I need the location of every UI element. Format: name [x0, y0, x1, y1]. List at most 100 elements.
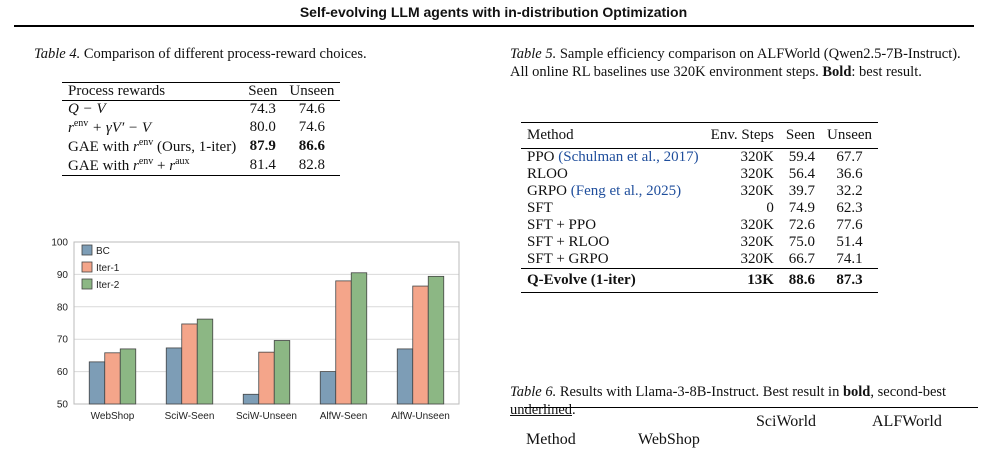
- table5-unseen: 87.3: [821, 268, 879, 293]
- x-tick-label: SciW-Unseen: [236, 411, 297, 422]
- bar-iter-2: [273, 340, 291, 405]
- legend-swatch: [81, 244, 93, 256]
- citation-link[interactable]: (Schulman et al., 2017): [558, 149, 699, 165]
- table-row: PPO (Schulman et al., 2017) 320K 59.4 67.7: [521, 148, 879, 166]
- y-tick-label: 70: [57, 335, 69, 346]
- table5-unseen: 62.3: [836, 200, 863, 216]
- table5-steps: 320K: [740, 234, 774, 250]
- table5-seen: 56.4: [788, 166, 816, 182]
- bar-iter-1: [104, 352, 121, 405]
- table5-method: Q-Evolve (1-iter): [521, 268, 705, 293]
- x-tick-label: SciW-Seen: [165, 411, 215, 422]
- table4-col-unseen: Unseen: [283, 82, 341, 101]
- legend-label: BC: [96, 246, 110, 257]
- table4-seen: 74.3: [242, 100, 284, 118]
- table4-caption-text: Comparison of different process-reward c…: [80, 46, 367, 62]
- y-tick-label: 60: [57, 367, 69, 378]
- table5-steps: 320K: [740, 166, 774, 182]
- page-title: Self-evolving LLM agents with in-distrib…: [299, 4, 688, 20]
- page-header: Self-evolving LLM agents with in-distrib…: [0, 4, 987, 20]
- table6-col-alfworld: ALFWorld: [872, 413, 942, 430]
- table4-header-row: Process rewards Seen Unseen: [62, 82, 341, 101]
- table6-top-rule: [524, 407, 978, 408]
- table4-col-seen: Seen: [242, 82, 284, 101]
- table-row: SFT + GRPO 320K 66.7 74.1: [521, 251, 878, 269]
- x-tick-label: WebShop: [91, 411, 135, 422]
- table4-unseen: 74.6: [298, 119, 325, 135]
- table5-unseen: 32.2: [836, 183, 863, 199]
- table6-col-webshop: WebShop: [638, 431, 700, 448]
- table-row: GAE with renv (Ours, 1-iter) 87.9 86.6: [62, 137, 340, 156]
- bar-iter-1: [412, 285, 429, 405]
- bar-bc: [242, 393, 260, 405]
- table4-seen: 80.0: [249, 119, 276, 135]
- table6-caption-end: .: [572, 402, 576, 418]
- table6-col-sciworld: SciWorld: [756, 413, 817, 430]
- table5-steps: 0: [766, 200, 774, 216]
- table5-steps: 320K: [740, 183, 774, 199]
- table5-method-name: PPO: [527, 149, 555, 165]
- table5-method: PPO (Schulman et al., 2017): [521, 148, 705, 166]
- table4-method-prefix: GAE with: [68, 139, 133, 155]
- legend-swatch: [81, 278, 93, 290]
- table5-body: PPO (Schulman et al., 2017) 320K 59.4 67.7 R…: [521, 148, 879, 269]
- table6-caption-text: Results with Llama-3-8B-Instruct. Best r…: [556, 384, 843, 400]
- y-tick-label: 90: [57, 270, 69, 281]
- table5-unseen: 74.1: [836, 251, 863, 267]
- bar-bc: [396, 348, 414, 405]
- bar-bc: [88, 361, 106, 405]
- table5-method: SFT + PPO: [521, 217, 705, 234]
- table-row: SFT + RLOO 320K 75.0 51.4: [521, 234, 878, 251]
- table4-col-method: Process rewards: [62, 82, 243, 101]
- table4-seen: 87.9: [249, 138, 276, 154]
- table4-method: Q − V: [62, 100, 243, 118]
- bar-iter-2: [427, 275, 445, 405]
- table6-caption-label: Table 6.: [510, 384, 557, 400]
- table5-caption-bold: Bold: [822, 64, 852, 80]
- table-row: GAE with renv + raux 81.4 82.8: [62, 156, 341, 176]
- bar-iter-1: [181, 323, 198, 405]
- table5-col-steps: Env. Steps: [704, 122, 780, 149]
- table-row: GRPO (Feng et al., 2025) 320K 39.7 32.2: [521, 183, 878, 200]
- table4-method: GAE with renv (Ours, 1-iter): [68, 137, 237, 155]
- table5-unseen: 77.6: [836, 217, 863, 233]
- y-tick-label: 80: [57, 302, 69, 313]
- table5-seen: 39.7: [788, 183, 816, 199]
- table5-unseen: 51.4: [836, 234, 863, 250]
- table5-seen: 59.4: [779, 148, 822, 166]
- table4: Process rewards Seen Unseen Q − V 74.3 7…: [62, 82, 341, 176]
- table-row: RLOO 320K 56.4 36.6: [521, 166, 878, 183]
- table4-caption-label: Table 4.: [34, 46, 81, 62]
- table5-method-name: SFT + PPO: [527, 217, 597, 233]
- citation-link[interactable]: (Feng et al., 2025): [570, 183, 682, 199]
- y-tick-label: 100: [51, 238, 68, 249]
- table5-method-name: SFT: [527, 200, 553, 216]
- bar-iter-2: [350, 272, 368, 405]
- table5-steps: 320K: [704, 148, 780, 166]
- x-tick-label: AlfW-Seen: [320, 411, 368, 422]
- table5-seen: 88.6: [779, 268, 822, 293]
- table5-col-seen: Seen: [779, 122, 822, 149]
- table4-unseen: 86.6: [298, 138, 325, 154]
- table5-seen: 72.6: [788, 217, 816, 233]
- bar-bc: [165, 347, 183, 405]
- table5-header-row: Method Env. Steps Seen Unseen: [521, 122, 879, 149]
- bar-bc: [319, 371, 337, 405]
- table5-method-name: GRPO: [527, 183, 568, 199]
- table6-col-method: Method: [526, 431, 576, 448]
- table-row: SFT 0 74.9 62.3: [521, 200, 878, 217]
- table5: Method Env. Steps Seen Unseen PPO (Schul…: [521, 122, 879, 293]
- table5-method: SFT + GRPO: [521, 251, 705, 269]
- table5-col-unseen: Unseen: [821, 122, 879, 149]
- table4-method-prefix: GAE with: [68, 158, 133, 174]
- table-row: Q − V 74.3 74.6: [62, 100, 341, 118]
- table5-steps: 320K: [740, 217, 774, 233]
- table5-col-method: Method: [521, 122, 705, 149]
- table5-steps: 320K: [740, 251, 774, 267]
- bar-iter-1: [335, 280, 352, 405]
- table5-method: SFT + RLOO: [521, 234, 705, 251]
- table5-seen: 66.7: [788, 251, 816, 267]
- table4-seen: 81.4: [249, 157, 276, 173]
- table4-method-suffix: (Ours, 1-iter): [153, 139, 237, 155]
- table5-caption: Table 5. Sample efficiency comparison on…: [510, 45, 980, 81]
